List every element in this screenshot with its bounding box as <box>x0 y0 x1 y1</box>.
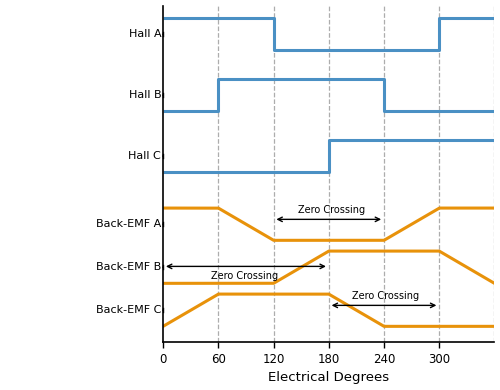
Text: Zero Crossing: Zero Crossing <box>352 291 420 301</box>
Text: Back-EMF C: Back-EMF C <box>96 305 161 315</box>
Text: Back-EMF B: Back-EMF B <box>96 262 161 272</box>
Text: Zero Crossing: Zero Crossing <box>298 205 365 215</box>
Text: Hall A: Hall A <box>128 29 161 39</box>
X-axis label: Electrical Degrees: Electrical Degrees <box>268 371 390 385</box>
Text: Hall B: Hall B <box>128 90 161 100</box>
Text: Back-EMF A: Back-EMF A <box>96 219 161 229</box>
Text: Hall C: Hall C <box>128 151 161 161</box>
Text: Zero Crossing: Zero Crossing <box>210 271 278 281</box>
